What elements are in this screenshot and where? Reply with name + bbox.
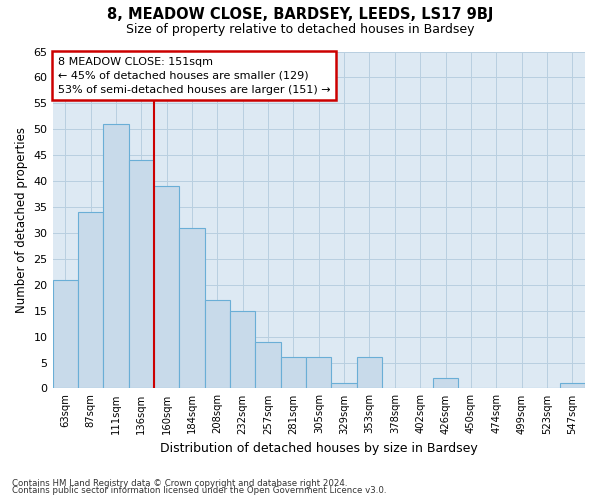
- Bar: [281, 358, 306, 388]
- Bar: [256, 342, 281, 388]
- Bar: [331, 383, 357, 388]
- Bar: [560, 383, 585, 388]
- Y-axis label: Number of detached properties: Number of detached properties: [15, 127, 28, 313]
- Bar: [306, 358, 331, 388]
- Bar: [103, 124, 128, 388]
- Bar: [154, 186, 179, 388]
- Bar: [433, 378, 458, 388]
- Bar: [128, 160, 154, 388]
- Text: Contains public sector information licensed under the Open Government Licence v3: Contains public sector information licen…: [12, 486, 386, 495]
- Text: 8 MEADOW CLOSE: 151sqm
← 45% of detached houses are smaller (129)
53% of semi-de: 8 MEADOW CLOSE: 151sqm ← 45% of detached…: [58, 56, 331, 94]
- Bar: [205, 300, 230, 388]
- Text: Size of property relative to detached houses in Bardsey: Size of property relative to detached ho…: [126, 22, 474, 36]
- Bar: [179, 228, 205, 388]
- Bar: [357, 358, 382, 388]
- Bar: [78, 212, 103, 388]
- Text: Contains HM Land Registry data © Crown copyright and database right 2024.: Contains HM Land Registry data © Crown c…: [12, 478, 347, 488]
- X-axis label: Distribution of detached houses by size in Bardsey: Distribution of detached houses by size …: [160, 442, 478, 455]
- Bar: [230, 310, 256, 388]
- Text: 8, MEADOW CLOSE, BARDSEY, LEEDS, LS17 9BJ: 8, MEADOW CLOSE, BARDSEY, LEEDS, LS17 9B…: [107, 8, 493, 22]
- Bar: [53, 280, 78, 388]
